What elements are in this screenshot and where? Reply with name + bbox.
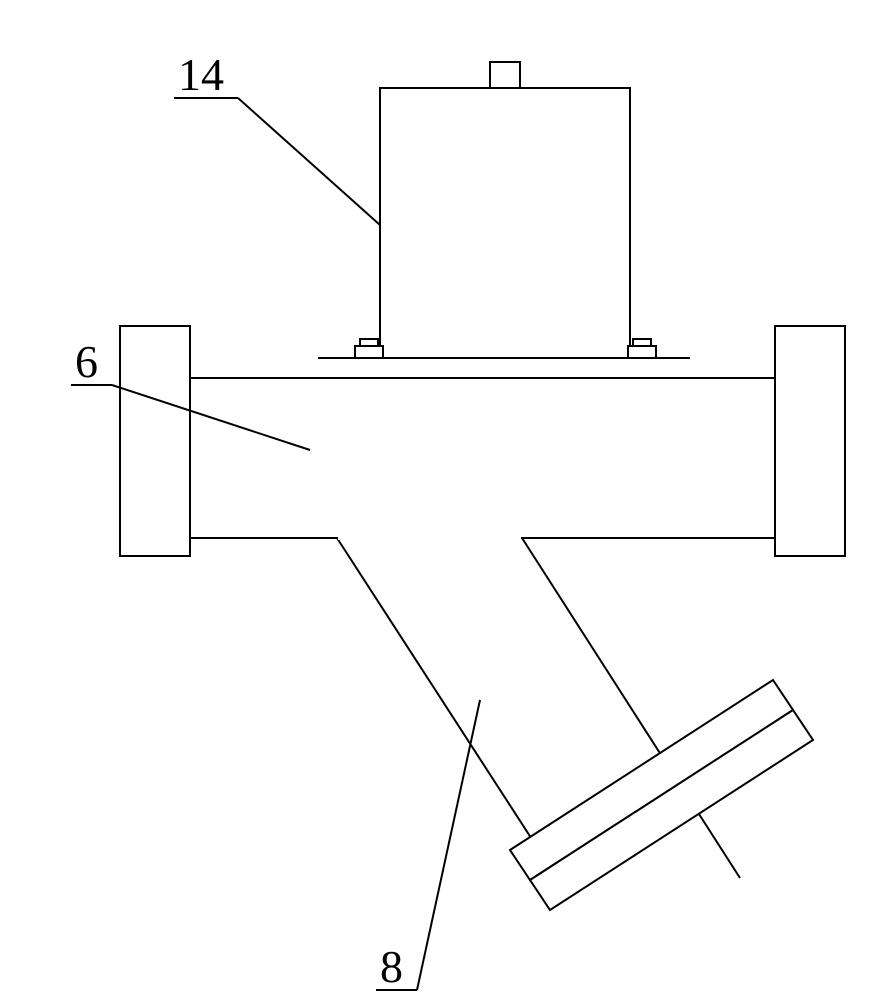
valve-diagram — [0, 0, 877, 1000]
callout-label-8: 8 — [380, 940, 403, 993]
callout-label-6: 6 — [75, 335, 98, 388]
callout-label-14: 14 — [178, 48, 224, 101]
